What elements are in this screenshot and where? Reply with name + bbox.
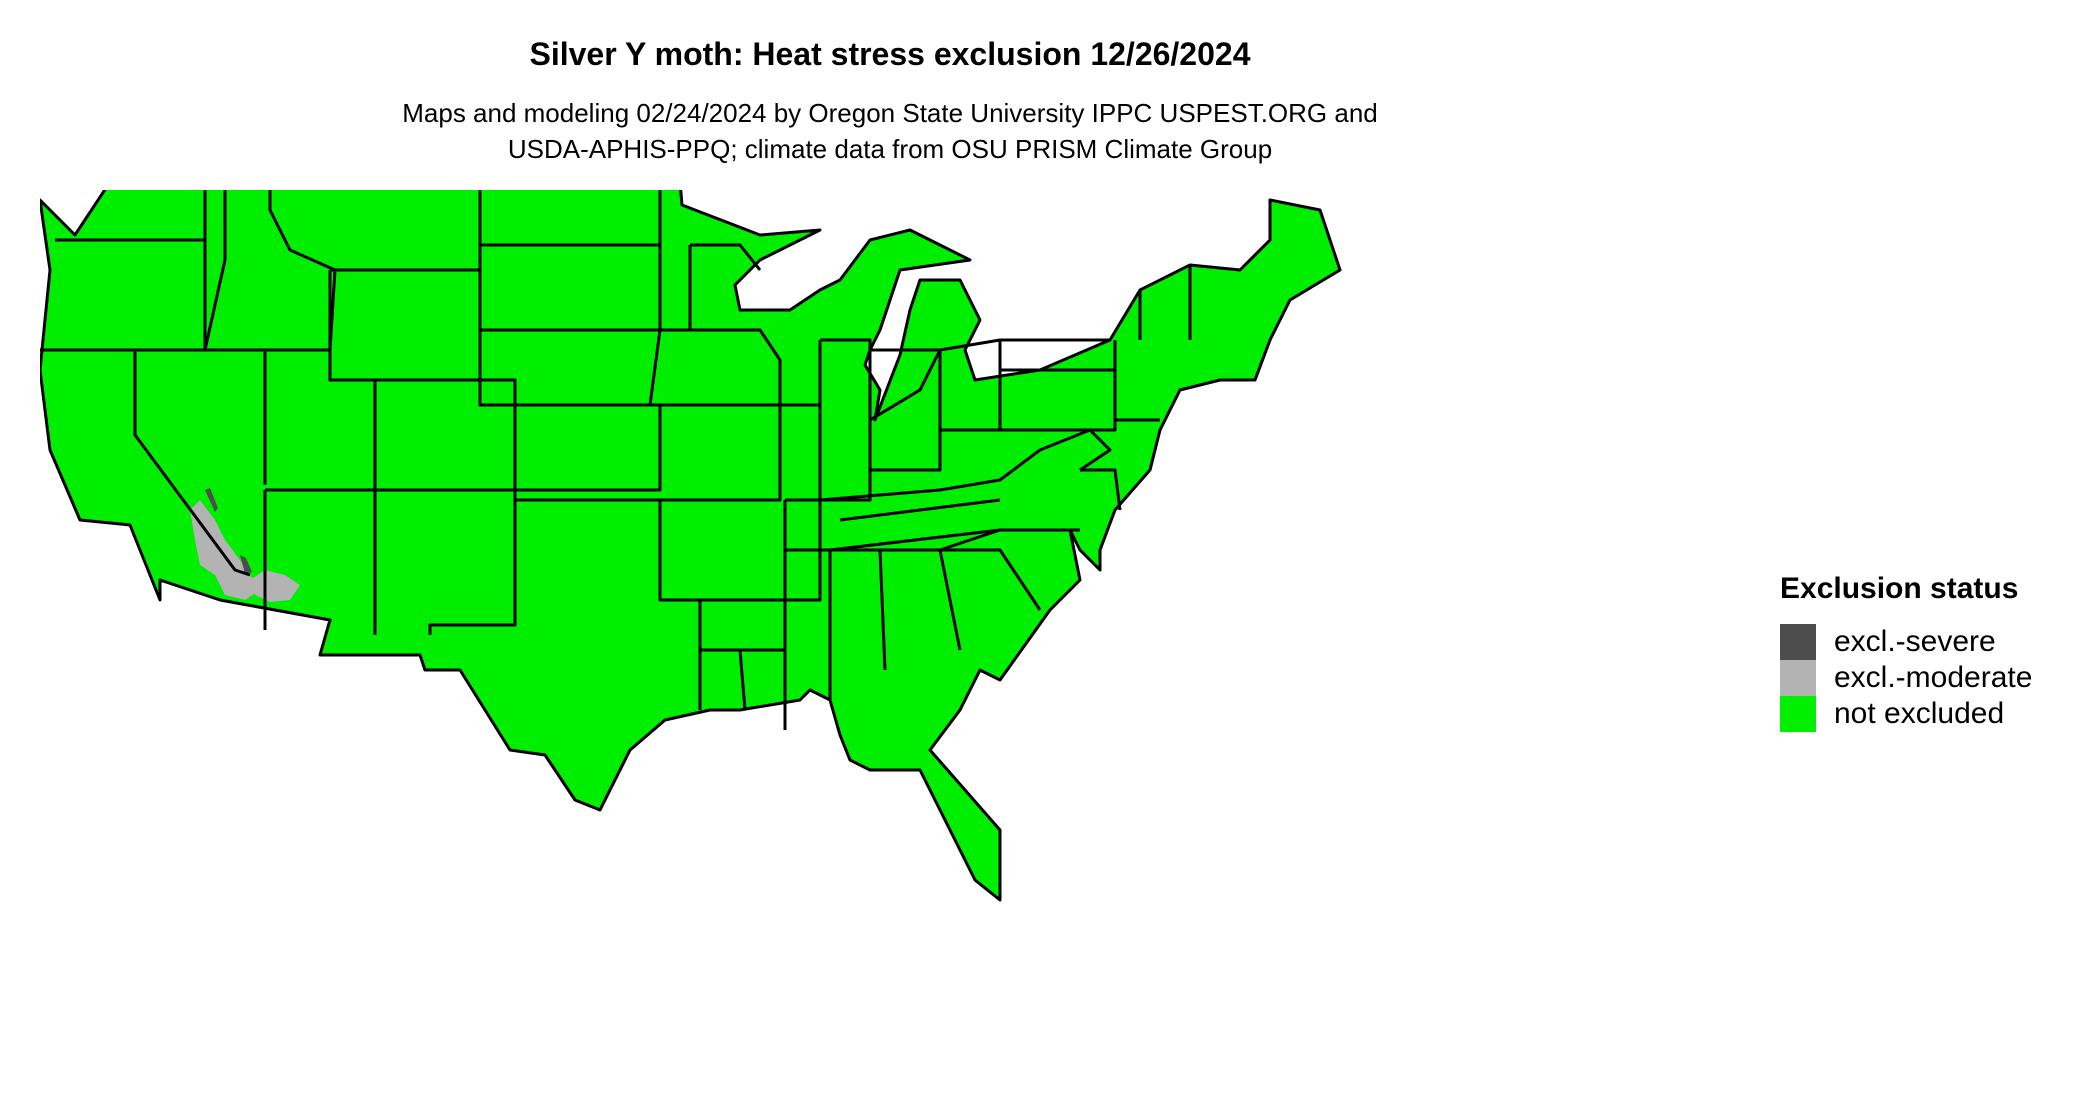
map-title: Silver Y moth: Heat stress exclusion 12/…	[529, 36, 1251, 72]
excl-moderate-area-california	[190, 500, 260, 600]
legend-item-excl-moderate: excl.-moderate	[1780, 660, 2032, 696]
excluded-zones	[190, 488, 300, 602]
legend-swatch-not-excluded	[1780, 696, 1816, 732]
map-subtitle: Maps and modeling 02/24/2024 by Oregon S…	[0, 95, 1780, 167]
us-map	[40, 190, 1342, 902]
legend-label-excl-moderate: excl.-moderate	[1834, 661, 2033, 694]
legend-item-excl-severe: excl.-severe	[1780, 624, 2032, 660]
legend-label-not-excluded: not excluded	[1834, 697, 2005, 730]
legend-title: Exclusion status	[1780, 572, 2019, 605]
legend: Exclusion status excl.-severe excl.-mode…	[1780, 572, 2032, 732]
legend-label-excl-severe: excl.-severe	[1834, 625, 1996, 658]
us-landmass	[40, 190, 1342, 902]
excl-severe-area-colorado-river	[205, 488, 252, 574]
subtitle-line-1: Maps and modeling 02/24/2024 by Oregon S…	[402, 98, 1378, 128]
legend-swatch-excl-moderate	[1780, 660, 1816, 696]
excl-moderate-area-arizona	[250, 570, 300, 602]
state-boundaries	[40, 190, 1192, 730]
legend-swatch-excl-severe	[1780, 624, 1816, 660]
subtitle-line-2: USDA-APHIS-PPQ; climate data from OSU PR…	[507, 134, 1273, 164]
legend-item-not-excluded: not excluded	[1780, 696, 2032, 732]
